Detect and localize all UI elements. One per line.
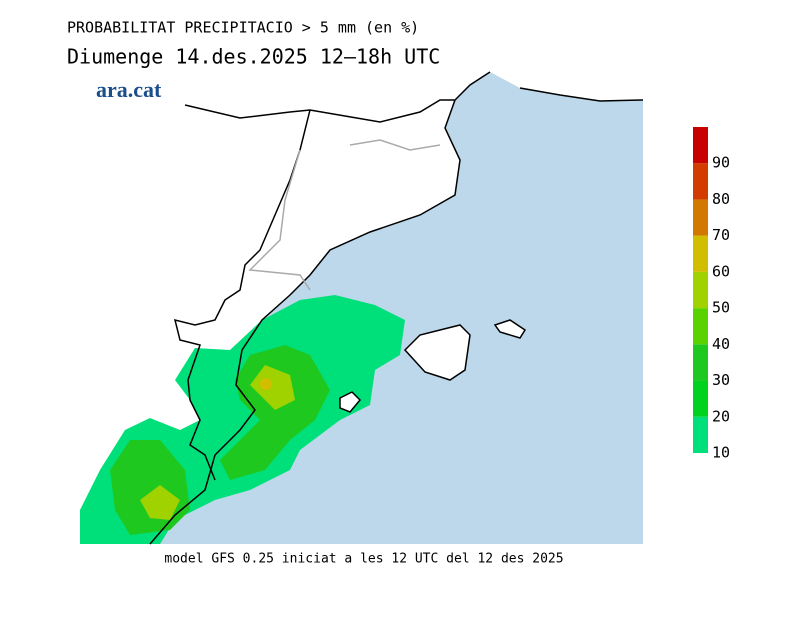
colorbar: 10 20 30 40 50 60 70 80 90 <box>693 127 730 462</box>
island <box>339 391 362 413</box>
colorbar-label: 60 <box>712 262 730 280</box>
subtitle: Diumenge 14.des.2025 12‒18h UTC <box>67 45 440 69</box>
prob-50 <box>140 365 295 520</box>
colorbar-label: 20 <box>712 407 730 425</box>
colorbar-label: 10 <box>712 444 730 462</box>
footer: model GFS 0.25 iniciat a les 12 UTC del … <box>164 552 563 567</box>
logo: ara.cat <box>96 77 162 102</box>
colorbar-segment <box>693 271 708 309</box>
island <box>403 324 471 381</box>
map <box>80 71 644 545</box>
border <box>248 139 441 291</box>
prob-60 <box>260 378 272 390</box>
colorbar-segment <box>693 380 708 417</box>
colorbar-label: 30 <box>712 371 730 389</box>
colorbar-segment <box>693 344 708 381</box>
island <box>493 319 527 339</box>
colorbar-label: 90 <box>712 154 730 172</box>
title: PROBABILITAT PRECIPITACIO > 5 mm (en %) <box>67 19 419 37</box>
colorbar-label: 70 <box>712 226 730 244</box>
colorbar-segment <box>693 235 708 272</box>
colorbar-label: 80 <box>712 190 730 208</box>
colorbar-segment <box>693 416 708 453</box>
coastline <box>149 71 644 545</box>
colorbar-label: 40 <box>712 335 730 353</box>
colorbar-segment <box>693 163 708 200</box>
colorbar-segment <box>693 199 708 236</box>
colorbar-segment <box>693 127 708 164</box>
colorbar-segment <box>693 308 708 345</box>
colorbar-label: 50 <box>712 299 730 317</box>
